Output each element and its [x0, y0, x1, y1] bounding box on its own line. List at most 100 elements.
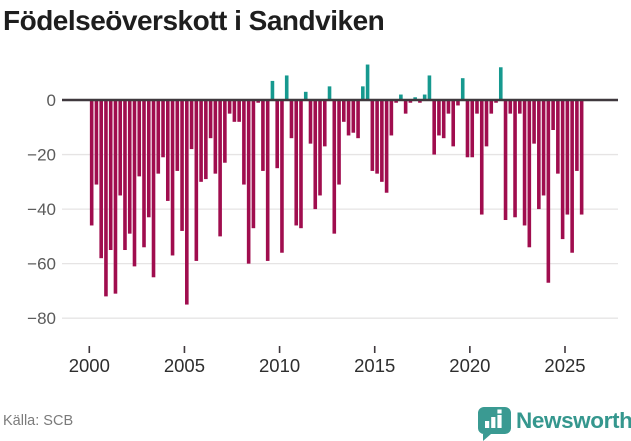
bar-2004Q2 — [170, 100, 175, 256]
bar-2001Q2 — [113, 100, 118, 294]
bar-2016Q4 — [408, 100, 413, 103]
bar-2015Q4 — [389, 100, 394, 136]
bar-chart-speech-bubble-icon — [478, 407, 511, 441]
bar-2002Q3 — [137, 100, 142, 177]
bar-2008Q3 — [251, 100, 256, 229]
bar-2018Q3 — [441, 100, 446, 139]
bar-2024Q4 — [560, 100, 565, 240]
bar-2008Q4 — [256, 100, 260, 103]
bar-2017Q1 — [413, 97, 417, 100]
bar-2004Q1 — [165, 100, 170, 201]
bar-2021Q3 — [498, 67, 503, 100]
bar-2002Q1 — [127, 100, 132, 234]
bar-2006Q2 — [208, 100, 213, 139]
bar-2020Q3 — [479, 100, 484, 215]
bar-2020Q2 — [475, 100, 479, 114]
bar-2011Q1 — [299, 100, 303, 229]
bar-2007Q4 — [237, 100, 241, 122]
logo-bar-3 — [497, 415, 502, 428]
bar-2013Q1 — [337, 100, 341, 185]
bar-2012Q2 — [322, 100, 327, 147]
y-tick-label--20: −20 — [27, 146, 56, 165]
bar-2016Q3 — [403, 100, 408, 114]
x-tick-label-2000: 2000 — [69, 355, 110, 376]
x-tick-label-2020: 2020 — [449, 355, 490, 376]
bar-2003Q4 — [161, 100, 165, 158]
bar-2017Q4 — [427, 75, 432, 100]
bar-2017Q2 — [418, 100, 422, 103]
bar-2013Q2 — [341, 100, 346, 122]
bar-2017Q3 — [422, 94, 427, 100]
bar-2000Q2 — [94, 100, 99, 185]
brand-logo: Newsworthy — [477, 405, 631, 441]
bar-2012Q3 — [327, 86, 332, 100]
bar-2023Q3 — [537, 100, 541, 210]
bar-2013Q3 — [346, 100, 351, 136]
bar-2019Q4 — [465, 100, 470, 158]
bar-2000Q1 — [89, 100, 94, 226]
page-title: Födelseöverskott i Sandviken — [3, 5, 385, 36]
bar-2018Q4 — [446, 100, 451, 114]
bar-2003Q3 — [156, 100, 161, 174]
bar-2002Q2 — [132, 100, 137, 267]
bar-2003Q1 — [146, 100, 151, 218]
bar-2002Q4 — [142, 100, 146, 248]
x-tick-label-2005: 2005 — [164, 355, 205, 376]
bar-2020Q4 — [484, 100, 489, 147]
bar-2015Q2 — [380, 100, 384, 182]
bar-2003Q2 — [151, 100, 156, 278]
bar-2023Q2 — [532, 100, 536, 144]
x-tick-label-2010: 2010 — [259, 355, 300, 376]
bar-2011Q3 — [308, 100, 313, 144]
bar-2025Q3 — [575, 100, 579, 171]
bar-2021Q1 — [489, 100, 494, 114]
bar-2023Q1 — [527, 100, 532, 248]
bar-2025Q1 — [565, 100, 570, 215]
bar-2010Q3 — [289, 100, 294, 139]
bar-2010Q1 — [280, 100, 284, 253]
bar-2019Q2 — [456, 100, 460, 106]
bar-2006Q3 — [213, 100, 218, 174]
bar-2006Q1 — [204, 100, 208, 180]
logo-bar-1 — [485, 421, 490, 428]
bar-2014Q2 — [361, 86, 365, 100]
bar-2009Q1 — [261, 100, 265, 171]
bar-2015Q3 — [384, 100, 389, 193]
bar-2019Q3 — [460, 78, 465, 100]
logo-bar-2 — [491, 417, 496, 428]
bar-2018Q2 — [437, 100, 441, 136]
bar-2005Q4 — [199, 100, 203, 182]
y-tick-label--40: −40 — [27, 200, 56, 219]
bar-2012Q1 — [318, 100, 322, 196]
bar-2024Q3 — [556, 100, 560, 174]
bar-2014Q4 — [370, 100, 375, 171]
source-label: Källa: SCB — [3, 413, 74, 429]
bar-2009Q3 — [270, 80, 275, 100]
bar-2000Q4 — [104, 100, 108, 297]
bar-2008Q2 — [246, 100, 251, 264]
bar-2009Q4 — [275, 100, 280, 169]
bar-2010Q2 — [284, 75, 289, 100]
bar-2011Q2 — [303, 91, 308, 100]
bar-2020Q1 — [470, 100, 475, 158]
bar-2007Q3 — [232, 100, 237, 122]
bar-2008Q1 — [242, 100, 246, 185]
bar-2006Q4 — [218, 100, 222, 237]
bar-2004Q3 — [175, 100, 180, 171]
bar-2001Q1 — [108, 100, 113, 251]
bar-2022Q2 — [513, 100, 517, 218]
bar-2016Q2 — [399, 94, 403, 100]
birth-surplus-bar-chart: 0 −20 −40 −60 −80 2000 2005 2010 2015 2020 2025 — [27, 64, 618, 376]
bar-2023Q4 — [541, 100, 546, 196]
bar-2004Q4 — [180, 100, 184, 231]
bar-2001Q4 — [123, 100, 127, 251]
bar-2007Q1 — [223, 100, 227, 163]
y-tick-label-0: 0 — [47, 91, 56, 110]
bar-2021Q2 — [494, 100, 498, 103]
brand-name: Newsworthy — [516, 408, 631, 433]
bar-2016Q1 — [394, 100, 398, 103]
bar-2005Q1 — [185, 100, 189, 305]
logo-exclamation-dot — [497, 409, 502, 414]
bar-2019Q1 — [451, 100, 456, 147]
